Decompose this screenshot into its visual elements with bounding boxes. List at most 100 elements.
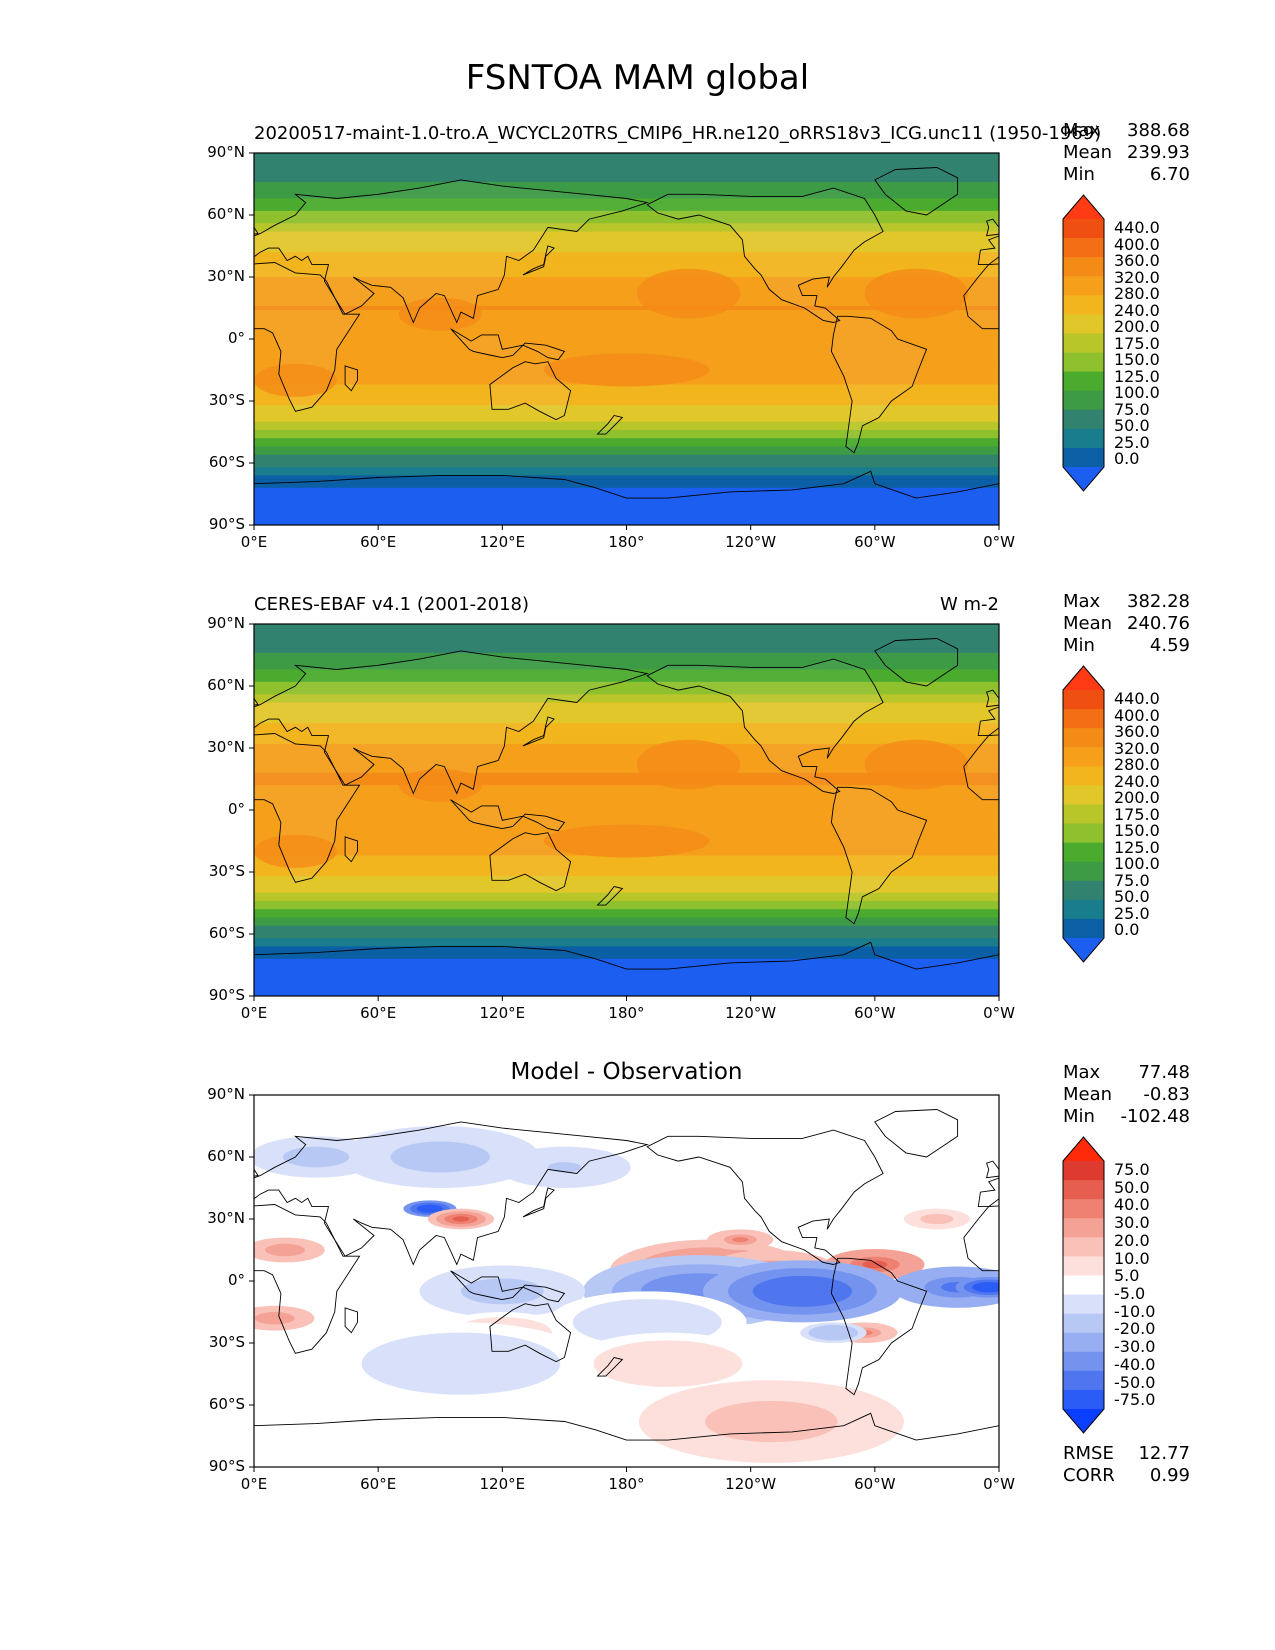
- coastline-eurasia: [254, 179, 649, 324]
- panel-title-left: CERES-EBAF v4.1 (2001-2018): [254, 594, 530, 615]
- colorbar-label: -5.0: [1114, 1284, 1146, 1303]
- coastline-n_america: [646, 187, 884, 323]
- field-patch: [636, 739, 741, 790]
- field-band: [254, 177, 999, 183]
- coastline-australia: [489, 361, 572, 421]
- coastline-africa: [254, 1204, 361, 1354]
- colorbar-segment: [1063, 276, 1104, 296]
- field-band: [254, 909, 999, 914]
- coastline-uk: [986, 218, 999, 237]
- coastline-eurasia: [254, 650, 649, 795]
- field-band: [254, 186, 999, 191]
- field-band: [254, 934, 999, 939]
- land-shade: [986, 690, 999, 707]
- field-band: [254, 793, 999, 799]
- field-band: [254, 277, 999, 282]
- coastline-eurasia: [254, 1121, 649, 1266]
- field-band: [254, 801, 999, 807]
- field-band: [254, 900, 999, 906]
- coastline-nz: [596, 885, 624, 906]
- colorbar-segment: [1063, 257, 1104, 277]
- colorbar-label: -20.0: [1114, 1319, 1156, 1339]
- colorbar-segment: [1063, 1332, 1104, 1353]
- field-band: [254, 471, 999, 476]
- field-band: [254, 417, 999, 423]
- stat-label: Max: [1063, 1062, 1101, 1083]
- colorbar-segment: [1063, 747, 1104, 767]
- colorbar-extend-min: [1063, 467, 1104, 491]
- field-band: [254, 855, 999, 861]
- coastline-uk: [254, 697, 259, 706]
- field-band: [254, 810, 999, 815]
- field-band: [254, 731, 999, 737]
- field-band: [254, 748, 999, 753]
- colorbar-label: 20.0: [1114, 1230, 1150, 1250]
- colorbar-extend-max: [1063, 666, 1104, 690]
- colorbar-segment: [1063, 842, 1104, 863]
- colorbar-label: 150.0: [1114, 350, 1160, 370]
- stat-label: Mean: [1063, 613, 1113, 634]
- land-shade: [978, 706, 999, 736]
- land-shade: [597, 886, 623, 906]
- lat-tick-label: 90°N: [207, 143, 245, 161]
- stat-value: 4.59: [1149, 635, 1190, 656]
- colorbar-segment: [1063, 804, 1104, 825]
- colorbar-segment: [1063, 219, 1104, 239]
- stat-label: Min: [1063, 164, 1095, 185]
- lat-tick-label: 30°N: [207, 1209, 245, 1227]
- field-band: [254, 330, 999, 336]
- field-band: [254, 334, 999, 340]
- colorbar-label: 75.0: [1114, 399, 1150, 419]
- lon-tick-label: 120°W: [725, 1004, 777, 1022]
- land-shade: [254, 179, 648, 323]
- colorbar-segment: [1063, 823, 1104, 844]
- field-band: [254, 706, 999, 712]
- lat-tick-label: 60°S: [208, 453, 245, 471]
- colorbar-segment: [1063, 390, 1104, 411]
- field-band: [254, 322, 999, 328]
- field-band: [254, 454, 999, 460]
- stat-value: 77.48: [1138, 1062, 1190, 1083]
- coastline-s_america: [830, 315, 928, 454]
- field-band: [254, 326, 999, 332]
- field-band: [254, 789, 999, 795]
- land-shade: [647, 659, 884, 794]
- anomaly-blob: [732, 1237, 749, 1243]
- field-band: [254, 165, 999, 171]
- field-band: [254, 983, 999, 989]
- field-band: [254, 727, 999, 733]
- field-band: [254, 194, 999, 200]
- anomaly-blob: [423, 1206, 437, 1211]
- colorbar-segment: [1063, 371, 1104, 392]
- colorbar-label: 50.0: [1114, 416, 1150, 436]
- lon-tick-label: 60°W: [854, 1475, 896, 1493]
- field-band: [254, 958, 999, 964]
- lon-tick-label: 60°E: [360, 1004, 397, 1022]
- field-band: [254, 289, 999, 295]
- coastline-indonesia: [450, 328, 566, 361]
- colorbar-label: -75.0: [1114, 1390, 1156, 1410]
- field-patch: [254, 834, 337, 868]
- panel-title-left: 20200517-maint-1.0-tro.A_WCYCL20TRS_CMIP…: [254, 123, 1102, 144]
- colorbar-segment: [1063, 1237, 1104, 1257]
- field-band: [254, 896, 999, 902]
- panel-title-center: Model - Observation: [510, 1059, 743, 1085]
- lat-tick-label: 60°N: [207, 1147, 245, 1165]
- colorbar-label: 50.0: [1114, 1177, 1150, 1197]
- lat-tick-label: 30°S: [208, 862, 245, 880]
- field-band: [254, 768, 999, 774]
- field-patch: [543, 824, 710, 858]
- field-band: [254, 235, 999, 241]
- stat-label: Mean: [1063, 142, 1113, 163]
- colorbar-segment: [1063, 880, 1104, 901]
- lon-tick-label: 60°W: [854, 1004, 896, 1022]
- field-band: [254, 661, 999, 666]
- land-shade: [831, 787, 927, 924]
- lon-tick-label: 180°: [608, 533, 645, 551]
- coastline-greenland: [874, 167, 959, 216]
- field-band: [254, 516, 999, 522]
- colorbar-segment: [1063, 238, 1104, 258]
- colorbar-segment: [1063, 1180, 1104, 1200]
- colorbar-label: 320.0: [1114, 267, 1160, 287]
